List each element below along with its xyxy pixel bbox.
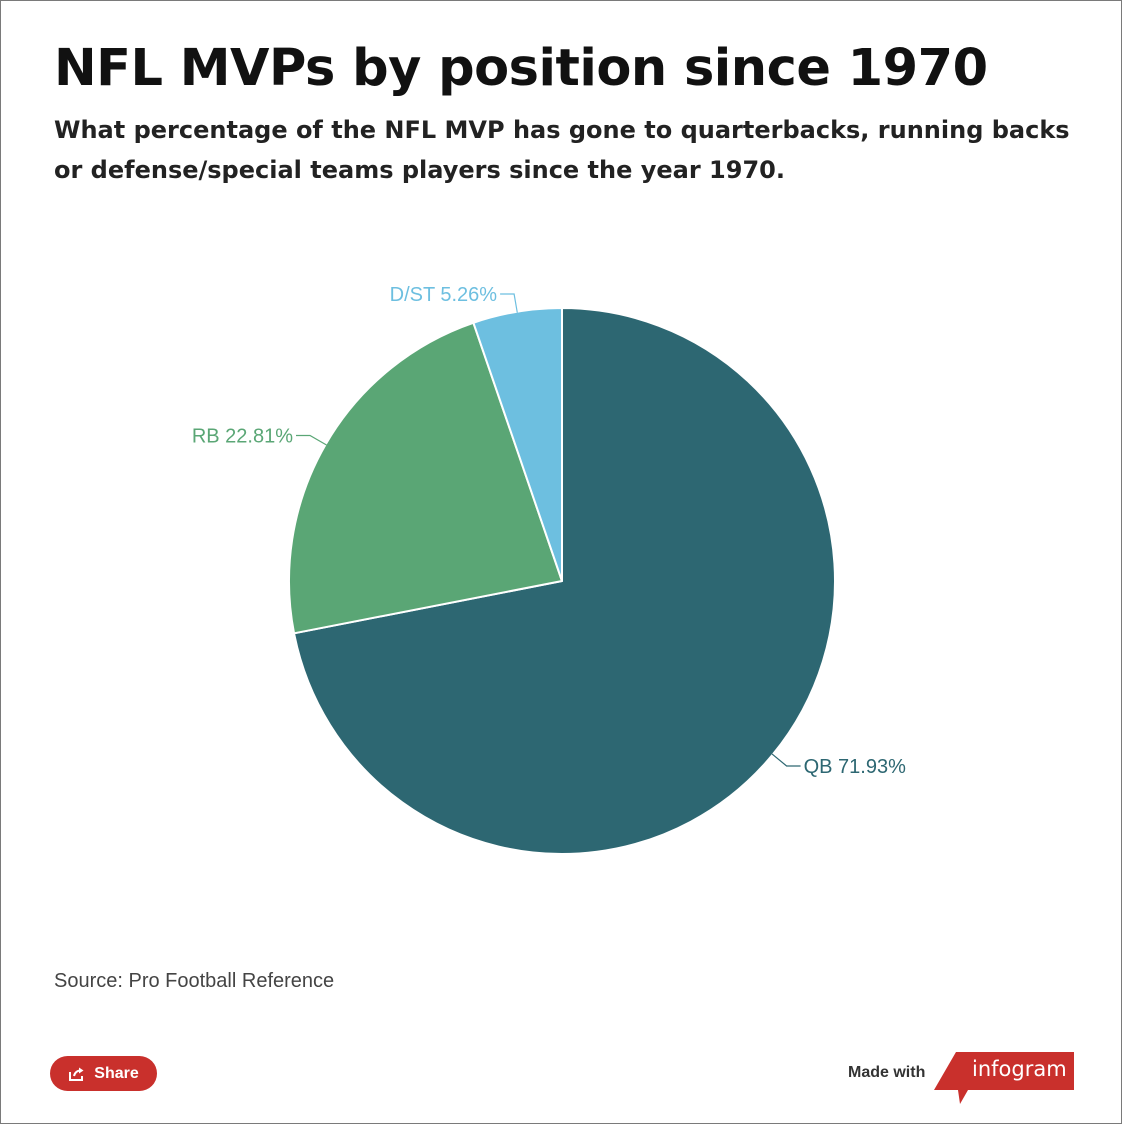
share-button[interactable]: Share [50,1056,157,1091]
share-icon [68,1066,86,1082]
slice-label: D/ST 5.26% [390,284,498,306]
leader-line [296,434,327,446]
chart-subtitle: What percentage of the NFL MVP has gone … [54,116,1070,184]
slice-label: RB 22.81% [192,426,293,448]
infogram-logo-text: infogram [972,1057,1067,1081]
leader-line [500,293,518,313]
chart-title: NFL MVPs by position since 1970 [54,39,988,98]
share-button-label: Share [94,1064,139,1082]
leader-line [771,753,801,767]
pie-chart: QB 71.93% RB 22.81% D/ST 5.26% [192,284,907,855]
slice-label: QB 71.93% [804,756,907,778]
infogram-logo[interactable] [934,1052,1076,1106]
made-with-text: Made with [848,1064,926,1081]
source-note: Source: Pro Football Reference [54,970,335,992]
